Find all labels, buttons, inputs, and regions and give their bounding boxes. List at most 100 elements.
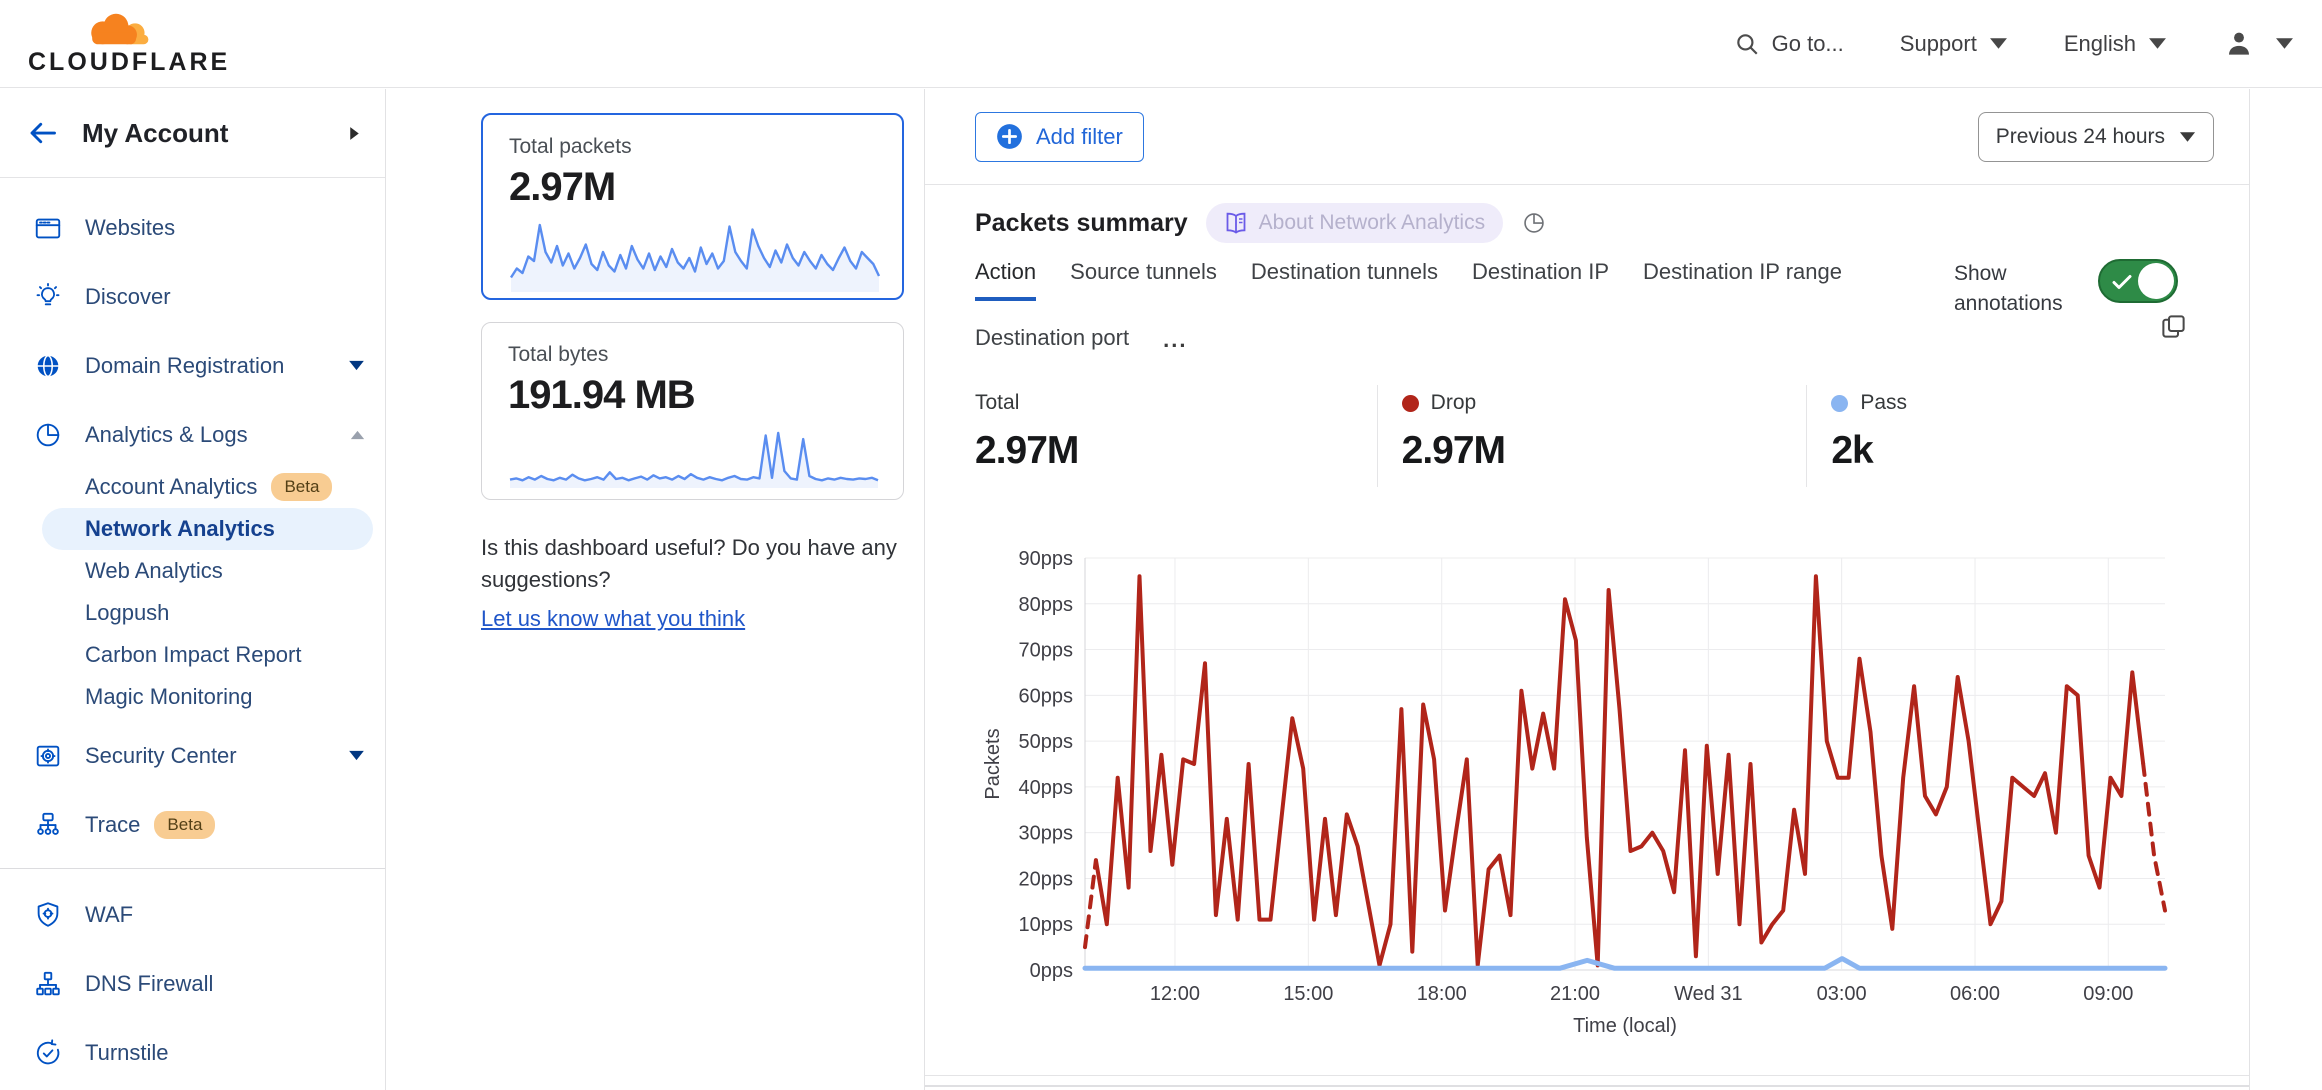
- sidebar-item-magic-monitoring[interactable]: Magic Monitoring: [42, 676, 373, 718]
- language-menu[interactable]: English: [2064, 31, 2167, 57]
- sidebar-item-dns-firewall[interactable]: DNS Firewall: [0, 952, 385, 1015]
- panel-title-row: Packets summary About Network Analytics: [975, 201, 2204, 245]
- sidebar-item-domain-registration[interactable]: Domain Registration: [0, 334, 385, 397]
- sidebar-item-discover[interactable]: Discover: [0, 265, 385, 328]
- more-tabs-button[interactable]: ...: [1163, 327, 1188, 352]
- user-icon: [2229, 32, 2249, 55]
- svg-text:20pps: 20pps: [1019, 868, 1074, 890]
- sidebar-item-account-analytics[interactable]: Account Analytics Beta: [42, 466, 373, 508]
- tab-destination-port[interactable]: Destination port: [975, 325, 1130, 350]
- beta-badge: Beta: [271, 473, 333, 501]
- pie-chart-icon[interactable]: [1521, 210, 1547, 236]
- sidebar-account-header[interactable]: My Account: [0, 89, 385, 178]
- stat-value: 2.97M: [975, 429, 1079, 472]
- add-filter-button[interactable]: Add filter: [975, 111, 1144, 162]
- chevron-up-icon: [350, 430, 365, 439]
- sidebar-subitem-label: Network Analytics: [85, 516, 275, 541]
- metric-card-total-packets[interactable]: Total packets 2.97M: [481, 113, 904, 300]
- time-range-label: Previous 24 hours: [1995, 124, 2165, 148]
- chevron-down-icon: [2149, 38, 2166, 49]
- tab-action[interactable]: Action: [975, 259, 1037, 301]
- filter-header: Add filter Previous 24 hours: [925, 89, 2249, 185]
- sidebar-item-network-analytics[interactable]: Network Analytics: [42, 508, 373, 550]
- stat-label: Total: [975, 391, 1020, 414]
- sidebar-item-websites[interactable]: Websites: [0, 196, 385, 259]
- topbar-actions: Go to... Support English: [1734, 28, 2294, 60]
- sidebar-item-label: Turnstile: [85, 1039, 169, 1065]
- legend-total: Total: [975, 391, 1377, 415]
- sidebar-item-turnstile[interactable]: Turnstile: [0, 1021, 385, 1084]
- legend-pass[interactable]: Pass: [1831, 391, 2204, 415]
- sidebar-item-analytics-logs[interactable]: Analytics & Logs: [0, 403, 385, 466]
- sidebar-item-logpush[interactable]: Logpush: [42, 592, 373, 634]
- sidebar-divider: [0, 868, 385, 869]
- legend-stats: Total 2.97M Drop 2.97M Pass 2k: [975, 385, 2204, 487]
- tree-icon: [36, 971, 60, 995]
- stat-value: 2k: [1831, 429, 1873, 472]
- check-icon: [2112, 275, 2132, 289]
- brand-text: CLOUDFLARE: [28, 48, 231, 76]
- dimension-tabs: Action Source tunnels Destination tunnels D…: [975, 259, 1945, 363]
- tab-destination-ip[interactable]: Destination IP: [1472, 259, 1610, 284]
- user-menu[interactable]: [2223, 28, 2294, 60]
- sidebar-nav: Websites Discover Domain Registration Analy…: [0, 178, 385, 1090]
- goto-label: Go to...: [1771, 30, 1844, 56]
- show-annotations-toggle[interactable]: [2098, 259, 2178, 303]
- stat-drop: Drop 2.97M: [1376, 385, 1807, 487]
- sidebar-subitem-label: Magic Monitoring: [85, 684, 253, 709]
- browser-icon: [35, 218, 61, 238]
- svg-text:50pps: 50pps: [1019, 731, 1074, 753]
- stat-label: Drop: [1430, 391, 1477, 414]
- support-menu[interactable]: Support: [1900, 31, 2008, 57]
- chevron-right-icon: [350, 126, 359, 140]
- language-label: English: [2063, 30, 2136, 56]
- sidebar-subitem-label: Logpush: [85, 600, 170, 625]
- chevron-down-icon: [1989, 38, 2007, 49]
- panel-title: Packets summary: [975, 208, 1188, 237]
- metric-card-total-bytes[interactable]: Total bytes 191.94 MB: [481, 322, 904, 500]
- panel-bottom-divider: [925, 1075, 2249, 1076]
- drop-dot-icon: [1401, 394, 1419, 412]
- svg-text:10pps: 10pps: [1019, 914, 1074, 936]
- tab-source-tunnels[interactable]: Source tunnels: [1070, 259, 1217, 284]
- expand-icon: [2162, 315, 2185, 338]
- sidebar-item-label: DNS Firewall: [85, 970, 214, 996]
- legend-drop[interactable]: Drop: [1401, 391, 1807, 415]
- metric-card-title: Total packets: [509, 135, 632, 158]
- sidebar-item-trace[interactable]: Trace Beta: [0, 793, 385, 856]
- expand-panel-button[interactable]: [2160, 313, 2187, 345]
- plus-circle-icon: [997, 124, 1022, 149]
- tabs-row: Action Source tunnels Destination tunnels D…: [975, 259, 2204, 363]
- svg-text:70pps: 70pps: [1019, 640, 1074, 662]
- main-content: Add filter Previous 24 hours Packets sum…: [925, 89, 2250, 1090]
- globe-icon: [36, 354, 60, 377]
- sidebar-item-label: Domain Registration: [85, 352, 285, 378]
- bulb-icon: [36, 282, 60, 305]
- pass-dot-icon: [1831, 394, 1849, 412]
- sidebar-item-label: Trace: [85, 811, 141, 837]
- metric-card-value: 191.94 MB: [508, 373, 696, 417]
- add-filter-label: Add filter: [1036, 123, 1123, 149]
- tab-destination-tunnels[interactable]: Destination tunnels: [1250, 259, 1439, 284]
- back-arrow-icon[interactable]: [24, 118, 60, 148]
- sidebar-item-label: Analytics & Logs: [85, 421, 248, 447]
- beta-badge: Beta: [154, 810, 216, 839]
- sidebar-item-web-analytics[interactable]: Web Analytics: [42, 550, 373, 592]
- sidebar-subitem-label: Account Analytics: [85, 474, 258, 499]
- goto-search[interactable]: Go to...: [1734, 31, 1844, 57]
- svg-text:Packets: Packets: [982, 728, 1004, 799]
- time-range-dropdown[interactable]: Previous 24 hours: [1977, 111, 2214, 162]
- svg-text:80pps: 80pps: [1019, 594, 1074, 616]
- cloudflare-logo[interactable]: CLOUDFLARE: [28, 10, 227, 77]
- svg-text:Wed 31: Wed 31: [1674, 983, 1743, 1005]
- chevron-down-icon: [349, 750, 364, 761]
- sidebar-item-security-center[interactable]: Security Center: [0, 724, 385, 787]
- stat-pass: Pass 2k: [1806, 385, 2204, 487]
- about-network-analytics-badge[interactable]: About Network Analytics: [1205, 203, 1504, 243]
- turnstile-icon: [36, 1038, 60, 1064]
- feedback-link[interactable]: Let us know what you think: [481, 605, 746, 631]
- sidebar-item-carbon-impact-report[interactable]: Carbon Impact Report: [42, 634, 373, 676]
- tab-destination-ip-range[interactable]: Destination IP range: [1643, 259, 1842, 284]
- show-annotations-label: Show annotations: [1954, 262, 2063, 316]
- sidebar-item-waf[interactable]: WAF: [0, 883, 385, 946]
